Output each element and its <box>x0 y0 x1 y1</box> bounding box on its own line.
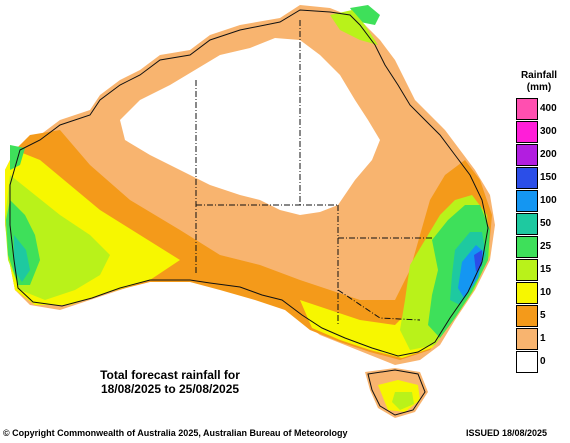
legend-swatch-10 <box>516 282 538 304</box>
caption-line2: 18/08/2025 to 25/08/2025 <box>100 382 240 396</box>
legend-swatch-200 <box>516 144 538 166</box>
legend-swatch-150 <box>516 167 538 189</box>
cape-york-15mm <box>330 10 378 45</box>
cape-york-25mm <box>350 5 380 25</box>
rainfall-legend: Rainfall (mm) 400 300 200 150 100 50 25 15 10 5 1 0 <box>508 70 570 380</box>
legend-swatch-400 <box>516 98 538 120</box>
legend-label-100: 100 <box>540 195 557 206</box>
state-borders <box>195 20 432 325</box>
legend-label-200: 200 <box>540 149 557 160</box>
coastline <box>9 9 489 357</box>
legend-swatch-50 <box>516 213 538 235</box>
tasmania-coast <box>367 369 426 416</box>
caption-line1: Total forecast rainfall for <box>100 368 240 382</box>
legend-label-50: 50 <box>540 218 552 229</box>
copyright-text: © Copyright Commonwealth of Australia 20… <box>3 428 348 438</box>
legend-label-15: 15 <box>540 264 552 275</box>
legend-label-10: 10 <box>540 287 552 298</box>
rain-band-5mm <box>5 130 492 360</box>
legend-swatch-300 <box>516 121 538 143</box>
legend-swatch-5 <box>516 305 538 327</box>
legend-label-5: 5 <box>540 310 546 321</box>
tas-rain-15mm <box>392 392 414 410</box>
rainfall-forecast-map <box>5 5 495 418</box>
legend-label-400: 400 <box>540 103 557 114</box>
legend-title-line1: Rainfall <box>520 70 558 81</box>
legend-label-300: 300 <box>540 126 557 137</box>
dry-north <box>300 80 335 105</box>
legend-title: Rainfall (mm) <box>508 70 570 94</box>
forecast-caption: Total forecast rainfall for 18/08/2025 t… <box>70 368 270 396</box>
legend-swatch-25 <box>516 236 538 258</box>
legend-label-1: 1 <box>540 333 546 344</box>
legend-label-25: 25 <box>540 241 552 252</box>
legend-swatch-15 <box>516 259 538 281</box>
legend-swatch-1 <box>516 328 538 350</box>
rain-band-25mm <box>6 145 490 338</box>
legend-title-line2: (mm) <box>526 82 552 93</box>
legend-label-150: 150 <box>540 172 557 183</box>
legend-swatch-100 <box>516 190 538 212</box>
legend-swatch-0 <box>516 351 538 373</box>
legend-label-0: 0 <box>540 356 546 367</box>
issued-date: ISSUED 18/08/2025 <box>466 428 548 438</box>
